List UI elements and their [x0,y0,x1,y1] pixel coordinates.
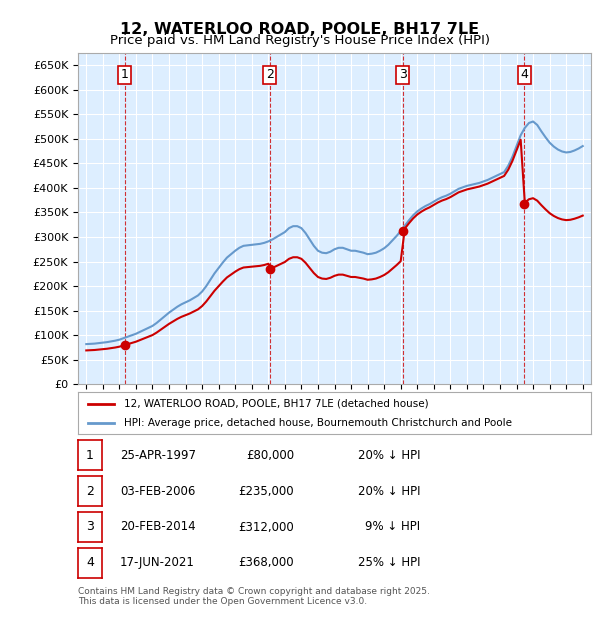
Text: 9% ↓ HPI: 9% ↓ HPI [365,521,420,533]
Text: Contains HM Land Registry data © Crown copyright and database right 2025.
This d: Contains HM Land Registry data © Crown c… [78,587,430,606]
Text: 3: 3 [399,68,407,81]
Text: HPI: Average price, detached house, Bournemouth Christchurch and Poole: HPI: Average price, detached house, Bour… [124,418,512,428]
Text: Price paid vs. HM Land Registry's House Price Index (HPI): Price paid vs. HM Land Registry's House … [110,34,490,47]
Text: £235,000: £235,000 [238,485,294,497]
Text: 20% ↓ HPI: 20% ↓ HPI [358,449,420,461]
Text: £368,000: £368,000 [238,557,294,569]
Text: 3: 3 [86,521,94,533]
Text: 03-FEB-2006: 03-FEB-2006 [120,485,196,497]
Text: £312,000: £312,000 [238,521,294,533]
Text: 1: 1 [86,449,94,461]
Text: 20% ↓ HPI: 20% ↓ HPI [358,485,420,497]
Text: 2: 2 [266,68,274,81]
Text: 20-FEB-2014: 20-FEB-2014 [120,521,196,533]
Text: 25-APR-1997: 25-APR-1997 [120,449,196,461]
Text: 4: 4 [86,557,94,569]
Text: £80,000: £80,000 [246,449,294,461]
Text: 25% ↓ HPI: 25% ↓ HPI [358,557,420,569]
Text: 1: 1 [121,68,128,81]
Text: 4: 4 [520,68,528,81]
Text: 12, WATERLOO ROAD, POOLE, BH17 7LE: 12, WATERLOO ROAD, POOLE, BH17 7LE [121,22,479,37]
Text: 12, WATERLOO ROAD, POOLE, BH17 7LE (detached house): 12, WATERLOO ROAD, POOLE, BH17 7LE (deta… [124,399,429,409]
Text: 17-JUN-2021: 17-JUN-2021 [120,557,195,569]
Text: 2: 2 [86,485,94,497]
